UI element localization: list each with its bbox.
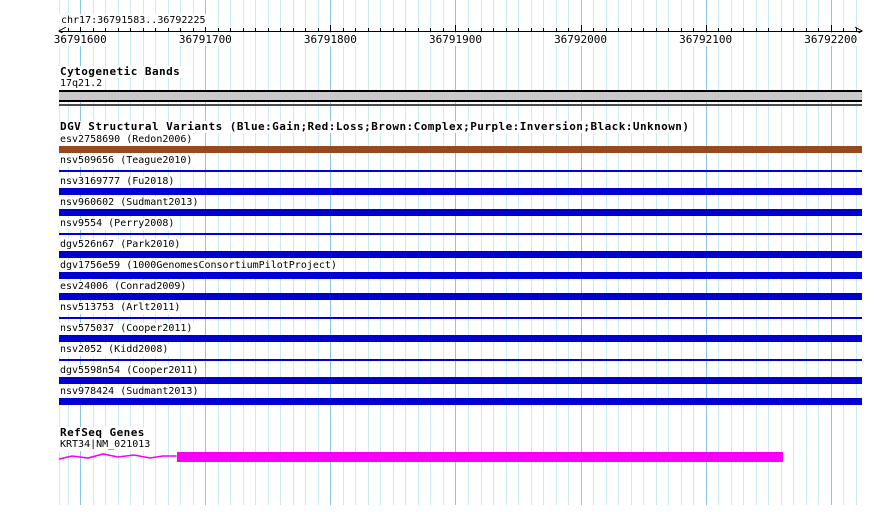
track-header-dgv-structural-variants: DGV Structural Variants (Blue:Gain;Red:L… [59,120,692,133]
variant-bar[interactable] [59,209,862,216]
variant-label: dgv1756e59 (1000GenomesConsortiumPilotPr… [59,260,339,272]
variant-bar[interactable] [59,233,862,235]
variant-label: dgv5598n54 (Cooper2011) [59,365,201,377]
variant-bar[interactable] [59,377,862,384]
variant-label: nsv3169777 (Fu2018) [59,176,177,188]
cytoband-label: 17q21.2 [59,78,105,90]
gene-label: KRT34|NM_021013 [59,439,153,451]
variant-bar[interactable] [59,146,862,153]
ruler-tick-label: 36792200 [802,33,859,46]
gene-intron-line [58,453,177,460]
gene-exon-bar[interactable] [176,452,784,462]
cytoband-axis-line [59,104,862,106]
variant-bar[interactable] [59,398,862,405]
ruler-axis [57,25,864,36]
variant-bar[interactable] [59,188,862,195]
ruler-tick-label: 36791800 [302,33,359,46]
variant-label: nsv2052 (Kidd2008) [59,344,171,356]
region-title: chr17:36791583..36792225 [59,14,208,27]
variant-bar[interactable] [59,335,862,342]
variant-bar[interactable] [59,251,862,258]
cytoband-glyph[interactable] [59,90,862,102]
variant-label: esv24006 (Conrad2009) [59,281,189,293]
variant-label: nsv509656 (Teague2010) [59,155,195,167]
variant-label: nsv960602 (Sudmant2013) [59,197,201,209]
track-header-refseq-genes: RefSeq Genes [59,426,147,439]
variant-label: nsv978424 (Sudmant2013) [59,386,201,398]
variant-label: dgv526n67 (Park2010) [59,239,183,251]
variant-bar[interactable] [59,272,862,279]
variant-label: nsv9554 (Perry2008) [59,218,177,230]
ruler-tick-label: 36792100 [677,33,734,46]
variant-label: esv2758690 (Redon2006) [59,134,195,146]
variant-label: nsv575037 (Cooper2011) [59,323,195,335]
ruler-tick-label: 36791900 [427,33,484,46]
ruler-tick-label: 36792000 [552,33,609,46]
variant-bar[interactable] [59,293,862,300]
variant-bar[interactable] [59,170,862,172]
ruler-tick-label: 36791700 [177,33,234,46]
variant-bar[interactable] [59,317,862,319]
variant-bar[interactable] [59,359,862,361]
variant-label: nsv513753 (Arlt2011) [59,302,183,314]
track-header-cytogenetic-bands: Cytogenetic Bands [59,65,183,78]
ruler-tick-label: 36791600 [52,33,109,46]
